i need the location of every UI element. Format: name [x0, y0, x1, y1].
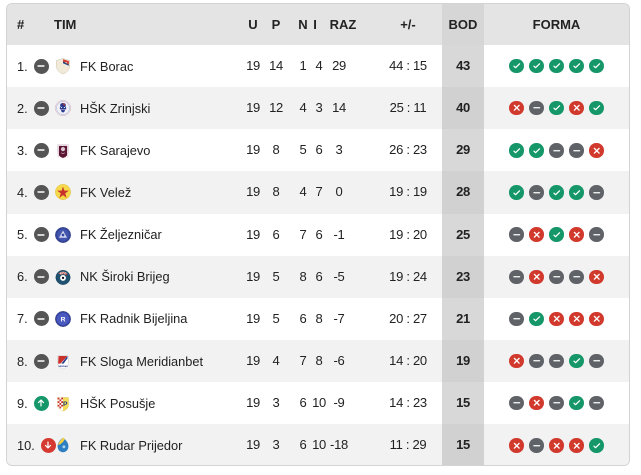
- svg-text:R: R: [61, 317, 66, 324]
- svg-text:P: P: [63, 401, 68, 408]
